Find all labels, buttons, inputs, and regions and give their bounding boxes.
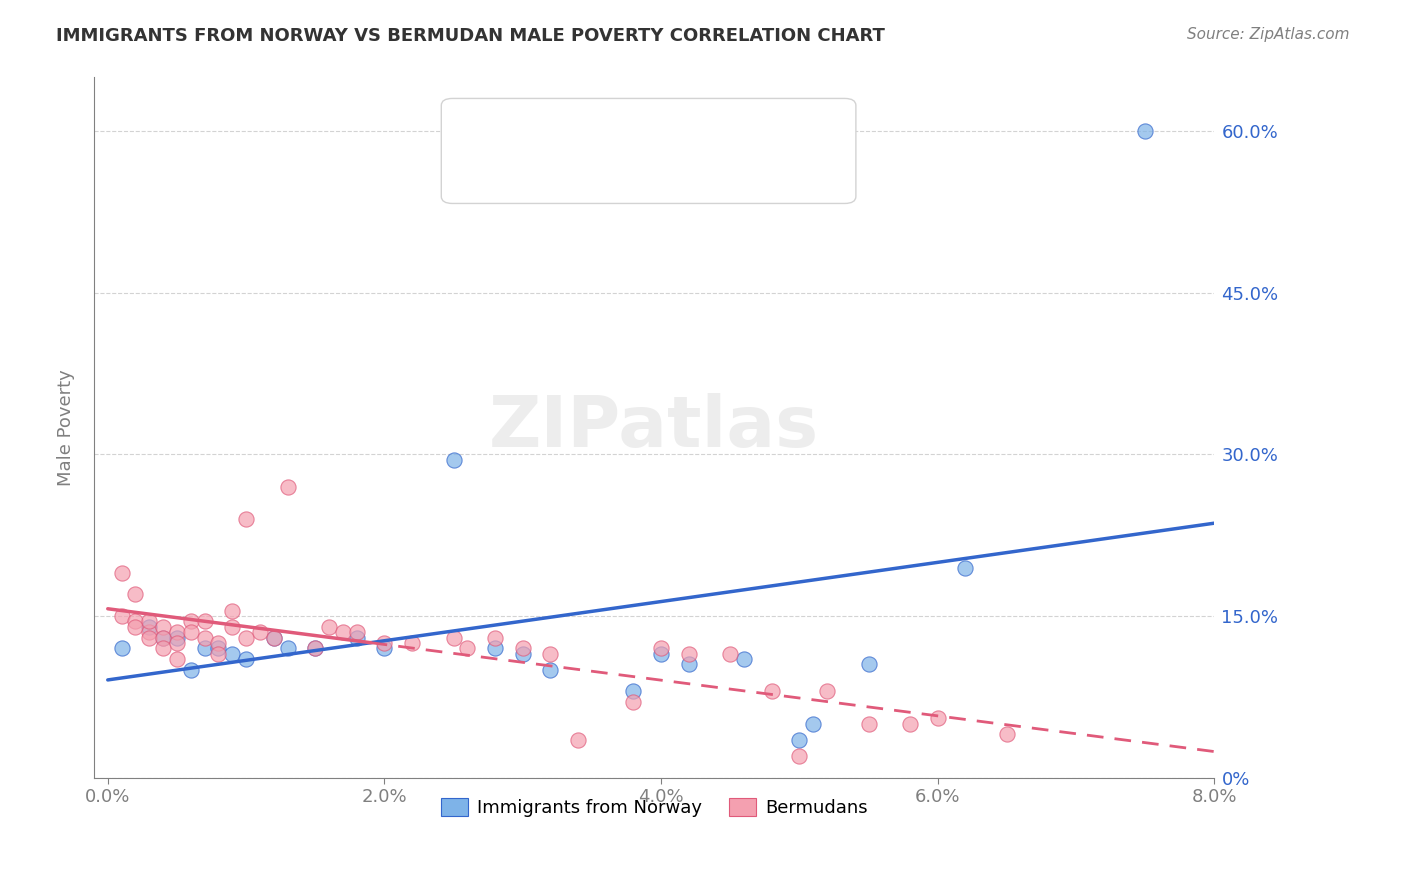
Point [166, 625, 188, 640]
Point [152, 631, 174, 645]
Point [927, 711, 949, 725]
Y-axis label: Male Poverty: Male Poverty [58, 369, 75, 486]
Point [207, 647, 229, 661]
Point [678, 647, 700, 661]
Point [166, 631, 188, 645]
Point [221, 620, 243, 634]
Point [373, 636, 395, 650]
Point [152, 620, 174, 634]
Text: IMMIGRANTS FROM NORWAY VS BERMUDAN MALE POVERTY CORRELATION CHART: IMMIGRANTS FROM NORWAY VS BERMUDAN MALE … [56, 27, 886, 45]
Point [346, 631, 368, 645]
Point [110, 609, 132, 624]
Point [718, 647, 741, 661]
Point [180, 663, 202, 677]
Point [538, 663, 561, 677]
Point [194, 631, 217, 645]
Point [443, 452, 465, 467]
Point [373, 641, 395, 656]
Point [124, 620, 146, 634]
Point [263, 631, 285, 645]
Point [138, 625, 160, 640]
Point [263, 631, 285, 645]
Text: Source: ZipAtlas.com: Source: ZipAtlas.com [1187, 27, 1350, 42]
Point [761, 684, 783, 698]
Point [484, 631, 506, 645]
Point [235, 512, 257, 526]
Point [207, 636, 229, 650]
Point [277, 641, 299, 656]
Point [180, 625, 202, 640]
Point [207, 641, 229, 656]
Point [789, 749, 811, 764]
Point [955, 560, 977, 574]
Point [249, 625, 271, 640]
Point [512, 641, 534, 656]
Point [304, 641, 326, 656]
Point [538, 647, 561, 661]
Point [401, 636, 423, 650]
Point [235, 652, 257, 666]
Point [1135, 124, 1157, 138]
Point [180, 615, 202, 629]
Point [801, 716, 824, 731]
Point [138, 631, 160, 645]
Point [124, 615, 146, 629]
Point [456, 641, 478, 656]
Point [858, 716, 880, 731]
Point [194, 641, 217, 656]
Point [443, 631, 465, 645]
Point [124, 587, 146, 601]
Point [567, 732, 589, 747]
Point [898, 716, 921, 731]
Point [346, 625, 368, 640]
Text: ZIPatlas: ZIPatlas [489, 393, 820, 462]
Point [152, 631, 174, 645]
Point [623, 695, 645, 709]
Point [332, 625, 354, 640]
Point [138, 620, 160, 634]
FancyBboxPatch shape [441, 98, 856, 203]
Point [166, 652, 188, 666]
Point [789, 732, 811, 747]
Point [650, 641, 672, 656]
Point [110, 641, 132, 656]
Point [194, 615, 217, 629]
Point [484, 641, 506, 656]
Point [678, 657, 700, 672]
Legend: Immigrants from Norway, Bermudans: Immigrants from Norway, Bermudans [433, 790, 875, 824]
Point [858, 657, 880, 672]
Point [623, 684, 645, 698]
Point [304, 641, 326, 656]
Point [512, 647, 534, 661]
Point [995, 727, 1018, 741]
Point [650, 647, 672, 661]
Point [235, 631, 257, 645]
Point [110, 566, 132, 580]
Point [277, 480, 299, 494]
Point [815, 684, 838, 698]
Point [138, 615, 160, 629]
Point [221, 604, 243, 618]
Point [221, 647, 243, 661]
Point [733, 652, 755, 666]
Point [318, 620, 340, 634]
Point [166, 636, 188, 650]
Point [152, 641, 174, 656]
